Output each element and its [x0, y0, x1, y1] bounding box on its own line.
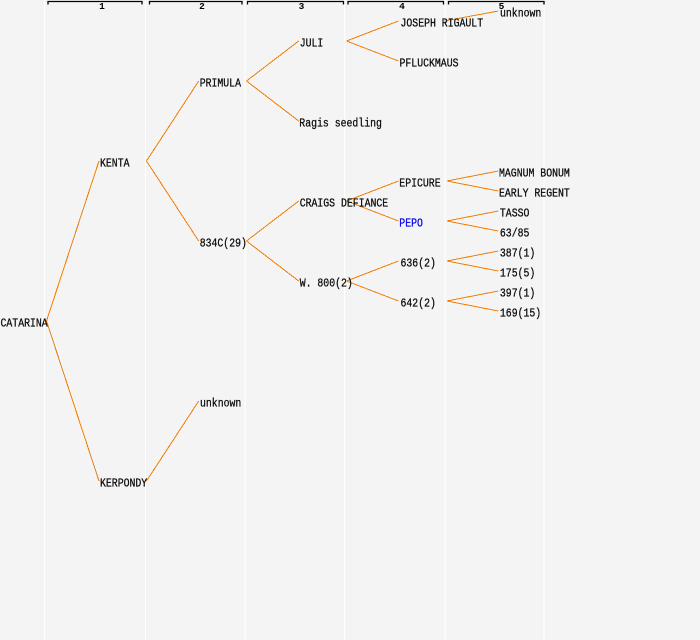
svg-text:PEPO: PEPO: [399, 217, 423, 231]
svg-text:5: 5: [499, 1, 505, 12]
svg-text:CATARINA: CATARINA: [1, 317, 49, 331]
svg-text:642(2): 642(2): [401, 297, 436, 311]
svg-text:63/85: 63/85: [500, 227, 530, 241]
svg-text:175(5): 175(5): [500, 267, 535, 281]
svg-text:PRIMULA: PRIMULA: [200, 77, 242, 91]
svg-text:MAGNUM BONUM: MAGNUM BONUM: [499, 167, 570, 181]
svg-text:JOSEPH RIGAULT: JOSEPH RIGAULT: [401, 17, 484, 31]
svg-text:169(15): 169(15): [500, 307, 541, 321]
svg-text:3: 3: [299, 1, 305, 12]
svg-text:PFLUCKMAUS: PFLUCKMAUS: [400, 57, 459, 71]
svg-text:CRAIGS DEFIANCE: CRAIGS DEFIANCE: [300, 197, 389, 211]
svg-text:JULI: JULI: [300, 37, 324, 51]
svg-text:4: 4: [399, 1, 405, 12]
svg-text:TASSO: TASSO: [500, 207, 530, 221]
svg-text:2: 2: [199, 1, 205, 12]
svg-text:636(2): 636(2): [401, 257, 436, 271]
svg-text:unknown: unknown: [500, 7, 541, 21]
svg-text:1: 1: [99, 1, 105, 12]
svg-text:Ragis seedling: Ragis seedling: [299, 117, 382, 131]
svg-text:KERPONDY: KERPONDY: [100, 477, 147, 491]
svg-text:unknown: unknown: [200, 397, 241, 411]
svg-text:834C(29): 834C(29): [200, 237, 247, 251]
svg-text:EARLY REGENT: EARLY REGENT: [499, 187, 570, 201]
svg-text:W. 800(2): W. 800(2): [300, 277, 353, 291]
svg-text:EPICURE: EPICURE: [399, 177, 440, 191]
svg-text:397(1): 397(1): [500, 287, 535, 301]
svg-text:387(1): 387(1): [500, 247, 535, 261]
svg-text:KENTA: KENTA: [100, 157, 130, 171]
